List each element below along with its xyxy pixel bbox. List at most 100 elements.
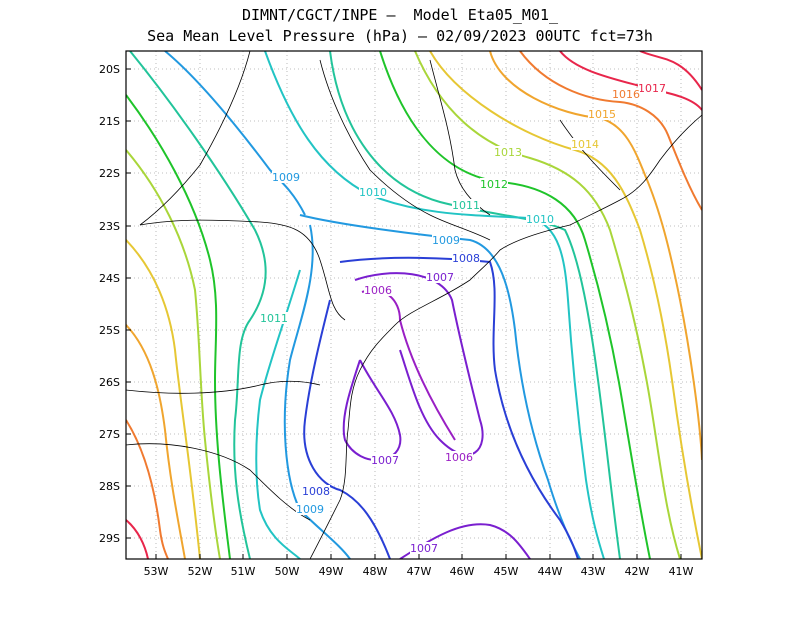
isobar-1016-west	[126, 419, 169, 559]
contour-label-bg	[494, 146, 522, 158]
contour-label: 1008	[452, 252, 480, 265]
lon-tick-label: 44W	[538, 565, 563, 578]
lon-tick-label: 51W	[231, 565, 256, 578]
map-frame	[125, 50, 703, 560]
isobar-1016	[519, 51, 702, 211]
contour-label-bg	[364, 284, 392, 296]
state-border-7	[559, 119, 621, 191]
lon-tick-label: 50W	[275, 565, 300, 578]
contour-label-bg	[526, 213, 554, 225]
contour-label: 1013	[494, 146, 522, 159]
state-border-3	[139, 219, 346, 321]
contour-label-bg	[371, 454, 399, 466]
contour-label-bg	[359, 186, 387, 198]
contour-label-bg	[302, 485, 330, 497]
isobar-1009-west	[283, 224, 351, 559]
lat-tick-label: 21S	[99, 115, 120, 128]
lat-tick-label: 26S	[99, 376, 120, 389]
contour-label: 1007	[426, 271, 454, 284]
lon-tick-label: 42W	[625, 565, 650, 578]
map-title-line-2: Sea Mean Level Pressure (hPa) – 02/09/20…	[147, 27, 653, 45]
lon-tick-label: 45W	[494, 565, 519, 578]
contour-label-bg	[432, 234, 460, 246]
state-border-5	[126, 443, 311, 521]
latitude-labels: 20S 21S 22S 23S 24S 25S 26S 27S 28S 29S	[99, 63, 131, 545]
state-border-6	[429, 59, 491, 216]
map-title-line-1: DIMNT/CGCT/INPE – Model Eta05_M01_	[241, 6, 559, 24]
isobar-contours	[126, 51, 702, 559]
contour-label-bg	[445, 451, 473, 463]
lon-tick-label: 49W	[319, 565, 344, 578]
lat-tick-label: 20S	[99, 63, 120, 76]
contour-label: 1006	[364, 284, 392, 297]
contour-label-bg	[452, 252, 480, 264]
lon-tick-label: 48W	[363, 565, 388, 578]
state-border-2	[139, 51, 251, 226]
contour-label: 1009	[272, 171, 300, 184]
contour-label-bg	[480, 178, 508, 190]
isobar-1015-west	[126, 324, 186, 559]
contour-label: 1008	[302, 485, 330, 498]
contour-label: 1016	[612, 88, 640, 101]
contour-label-bg	[272, 171, 300, 183]
isobar-1009-nw	[164, 51, 306, 216]
lat-tick-label: 28S	[99, 480, 120, 493]
contour-label-bg	[426, 271, 454, 283]
isobar-1009-east	[299, 214, 581, 559]
lat-lon-grid	[126, 51, 702, 559]
contour-label-bg	[638, 82, 666, 94]
isobar-1017-west-sw	[126, 519, 149, 559]
contour-label-bg	[571, 138, 599, 150]
lat-tick-label: 23S	[99, 220, 120, 233]
contour-label: 1011	[452, 199, 480, 212]
contour-label: 1009	[296, 503, 324, 516]
contour-label: 1012	[480, 178, 508, 191]
lat-tick-label: 29S	[99, 532, 120, 545]
isobar-1006	[361, 289, 456, 441]
lon-tick-label: 41W	[669, 565, 694, 578]
state-border-1	[319, 59, 491, 241]
isobar-1011-west	[129, 51, 267, 559]
contour-label-bg	[588, 108, 616, 120]
lon-tick-label: 52W	[188, 565, 213, 578]
contour-label-bg	[260, 312, 288, 324]
contour-label-bg	[612, 88, 640, 100]
contour-labels: 1017101610151014101310121011101110101010…	[260, 82, 666, 555]
isobar-1014-west	[126, 239, 201, 559]
contour-label-bg	[296, 503, 324, 515]
contour-label: 1015	[588, 108, 616, 121]
isobar-1014	[429, 51, 702, 559]
contour-label: 1010	[526, 213, 554, 226]
lat-tick-label: 27S	[99, 428, 120, 441]
contour-label: 1017	[638, 82, 666, 95]
isobar-1007-sw	[342, 359, 402, 462]
lon-tick-label: 43W	[581, 565, 606, 578]
isobar-1012	[379, 51, 651, 559]
isobar-1008-east	[339, 256, 579, 559]
contour-label-bg	[410, 542, 438, 554]
lat-tick-label: 24S	[99, 272, 120, 285]
isobar-1015	[489, 51, 702, 461]
isobar-1010-west	[255, 269, 301, 559]
lon-tick-label: 53W	[144, 565, 169, 578]
lon-tick-label: 46W	[450, 565, 475, 578]
isobar-1008-west	[303, 299, 391, 559]
contour-label: 1011	[260, 312, 288, 325]
coastline	[309, 114, 702, 559]
longitude-labels: 53W 52W 51W 50W 49W 48W 47W 46W 45W 44W 43W 42W 41W	[144, 554, 694, 578]
contour-label: 1007	[371, 454, 399, 467]
contour-label: 1009	[432, 234, 460, 247]
lon-tick-label: 47W	[407, 565, 432, 578]
lat-tick-label: 25S	[99, 324, 120, 337]
contour-label: 1006	[445, 451, 473, 464]
contour-label: 1014	[571, 138, 599, 151]
contour-label: 1007	[410, 542, 438, 555]
isobar-1013-west	[126, 149, 221, 559]
contour-label-bg	[452, 199, 480, 211]
isobar-1011-east	[329, 51, 621, 559]
isobar-1012-west	[126, 94, 231, 559]
state-border-4	[126, 380, 321, 394]
isobar-1017	[639, 51, 702, 91]
lat-tick-label: 22S	[99, 167, 120, 180]
